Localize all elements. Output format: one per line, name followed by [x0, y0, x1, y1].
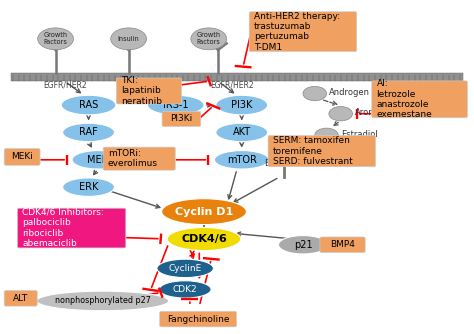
Text: p21: p21 [294, 240, 312, 250]
Text: RAF: RAF [79, 128, 98, 137]
Ellipse shape [72, 151, 124, 169]
Text: ER: ER [264, 159, 276, 168]
Circle shape [111, 28, 146, 50]
FancyBboxPatch shape [268, 136, 375, 167]
Text: Estradiol: Estradiol [308, 146, 345, 155]
Text: Androgen: Androgen [329, 88, 370, 97]
Ellipse shape [214, 151, 269, 169]
Ellipse shape [157, 259, 213, 278]
Text: IRS-1: IRS-1 [163, 100, 189, 110]
Circle shape [329, 107, 353, 121]
Text: AI:
letrozole
anastrozole
exemestane: AI: letrozole anastrozole exemestane [376, 79, 432, 120]
Ellipse shape [278, 235, 328, 254]
Text: CyclinE: CyclinE [169, 264, 202, 273]
FancyBboxPatch shape [18, 208, 126, 248]
Text: SERM: tamoxifen
toremifene
SERD: fulvestrant: SERM: tamoxifen toremifene SERD: fulvest… [273, 136, 353, 166]
Ellipse shape [36, 291, 169, 311]
Circle shape [303, 87, 327, 101]
FancyBboxPatch shape [372, 81, 467, 118]
FancyBboxPatch shape [162, 112, 201, 126]
Text: CDK4/6: CDK4/6 [181, 234, 227, 244]
Text: Anti-HER2 therapy:
trastuzumab
pertuzumab
T-DM1: Anti-HER2 therapy: trastuzumab pertuzuma… [254, 12, 340, 52]
Circle shape [287, 148, 308, 160]
Text: nonphosphorylated p27: nonphosphorylated p27 [55, 297, 151, 305]
Text: Estradiol: Estradiol [341, 130, 377, 139]
Text: AKT: AKT [233, 128, 251, 137]
Circle shape [191, 28, 227, 50]
Text: mTORi:
everolimus: mTORi: everolimus [108, 149, 158, 168]
Text: Growth
Factors: Growth Factors [197, 32, 221, 45]
Ellipse shape [162, 199, 246, 224]
Text: EGFR/HER2: EGFR/HER2 [210, 80, 254, 89]
FancyBboxPatch shape [103, 147, 175, 170]
Circle shape [315, 128, 338, 143]
Ellipse shape [63, 123, 115, 142]
FancyBboxPatch shape [4, 149, 40, 165]
Ellipse shape [216, 123, 268, 142]
Text: RAS: RAS [79, 100, 98, 110]
Text: IGFR: IGFR [148, 80, 166, 89]
Text: PI3Ki: PI3Ki [170, 115, 192, 123]
Ellipse shape [63, 178, 115, 196]
FancyBboxPatch shape [320, 237, 365, 253]
Text: Cyclin D1: Cyclin D1 [175, 207, 233, 217]
Text: BMP4: BMP4 [330, 240, 355, 249]
Ellipse shape [159, 281, 211, 298]
Circle shape [37, 28, 73, 50]
Text: mTOR: mTOR [227, 155, 256, 165]
Text: Insulin: Insulin [118, 36, 139, 42]
Text: ALT: ALT [13, 294, 28, 303]
Text: PI3K: PI3K [231, 100, 252, 110]
Text: CDK4/6 Inhibitors:
palbociclib
ribociclib
abemaciclib: CDK4/6 Inhibitors: palbociclib ribocicli… [22, 208, 104, 248]
Text: MEK: MEK [88, 155, 109, 165]
Text: CDK2: CDK2 [173, 285, 198, 294]
FancyBboxPatch shape [11, 73, 463, 81]
FancyBboxPatch shape [117, 78, 182, 104]
FancyBboxPatch shape [160, 311, 237, 327]
Ellipse shape [216, 95, 268, 115]
FancyBboxPatch shape [4, 291, 37, 306]
Text: MEKi: MEKi [11, 152, 33, 161]
Ellipse shape [61, 95, 116, 115]
Text: Aromatase: Aromatase [355, 108, 401, 117]
Text: Growth
Factors: Growth Factors [44, 32, 68, 45]
Text: ERK: ERK [79, 182, 98, 192]
Text: TKI:
lapatinib
neratinib: TKI: lapatinib neratinib [121, 76, 162, 106]
FancyBboxPatch shape [249, 12, 357, 51]
Ellipse shape [167, 227, 241, 250]
Text: EGFR/HER2: EGFR/HER2 [43, 80, 87, 89]
Text: Fangchinoline: Fangchinoline [167, 315, 229, 324]
Ellipse shape [147, 95, 204, 115]
